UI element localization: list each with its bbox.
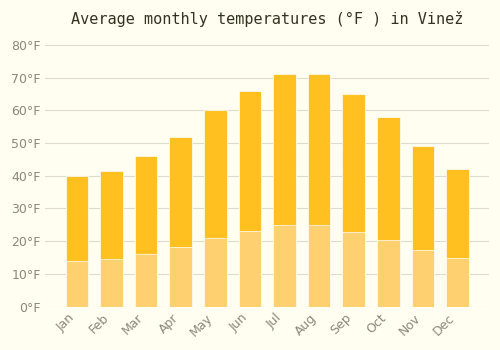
Bar	[342, 94, 365, 307]
Bar	[342, 232, 365, 307]
Bar	[66, 176, 88, 307]
Bar	[377, 117, 400, 307]
Bar	[377, 240, 400, 307]
Bar	[412, 251, 434, 307]
Bar	[273, 75, 295, 307]
Bar	[66, 261, 88, 307]
Bar	[135, 254, 158, 307]
Bar	[100, 259, 122, 307]
Bar	[100, 171, 122, 307]
Bar	[170, 247, 192, 307]
Bar	[204, 238, 227, 307]
Bar	[170, 136, 192, 307]
Bar	[446, 169, 468, 307]
Title: Average monthly temperatures (°F ) in Vinež: Average monthly temperatures (°F ) in Vi…	[71, 11, 464, 27]
Bar	[238, 91, 261, 307]
Bar	[446, 259, 468, 307]
Bar	[308, 225, 330, 307]
Bar	[204, 110, 227, 307]
Bar	[273, 225, 295, 307]
Bar	[308, 75, 330, 307]
Bar	[135, 156, 158, 307]
Bar	[238, 231, 261, 307]
Bar	[412, 146, 434, 307]
